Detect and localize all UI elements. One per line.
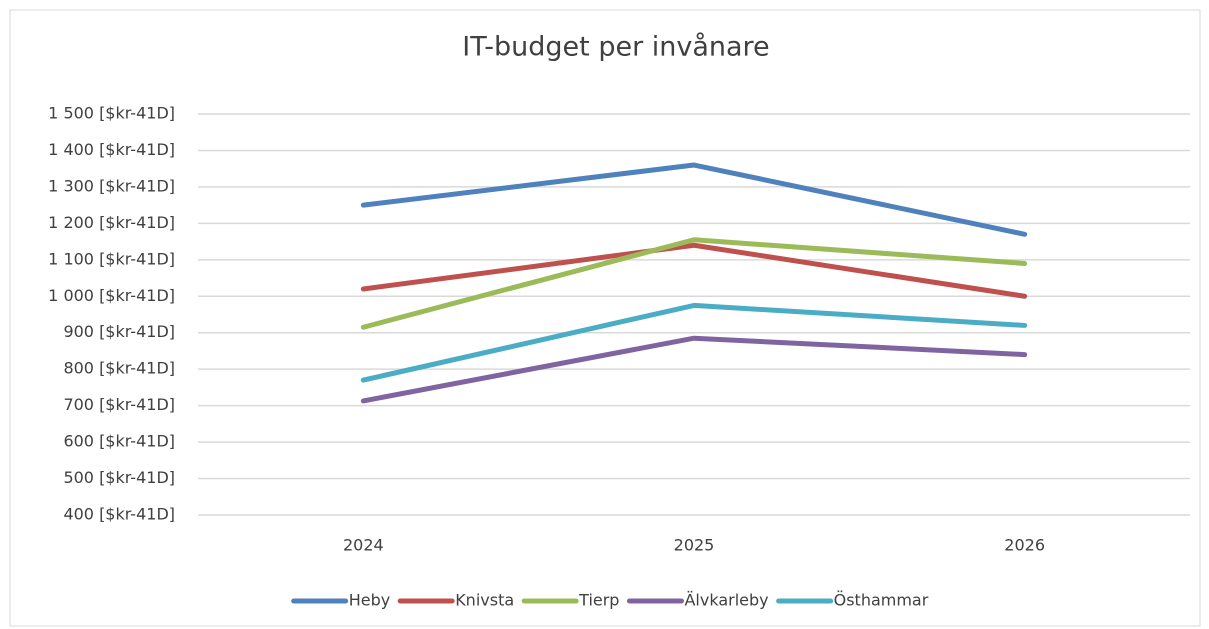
series-line	[360, 237, 1028, 330]
y-tick-label: 1 000 [$kr-41D]	[48, 286, 175, 305]
y-tick-label: 600 [$kr-41D]	[63, 432, 175, 451]
series-line	[360, 335, 1028, 404]
x-tick-label: 2026	[1004, 536, 1045, 555]
chart-title: IT-budget per invånare	[462, 32, 769, 63]
series-line	[360, 302, 1028, 383]
legend-label: Heby	[349, 591, 391, 610]
legend-label: Tierp	[578, 591, 619, 610]
chart-border	[9, 9, 1201, 627]
y-tick-label: 1 300 [$kr-41D]	[48, 176, 175, 195]
y-tick-label: 800 [$kr-41D]	[63, 359, 175, 378]
legend-label: Älvkarleby	[684, 591, 768, 610]
y-tick-label: 700 [$kr-41D]	[63, 395, 175, 414]
y-tick-label: 1 100 [$kr-41D]	[48, 249, 175, 268]
legend-label: Östhammar	[834, 591, 929, 610]
y-tick-label: 400 [$kr-41D]	[63, 505, 175, 524]
legend-label: Knivsta	[455, 591, 514, 610]
series-line	[360, 242, 1028, 299]
y-tick-label: 1 500 [$kr-41D]	[48, 104, 175, 123]
x-tick-label: 2025	[674, 536, 715, 555]
y-tick-label: 1 200 [$kr-41D]	[48, 213, 175, 232]
y-tick-label: 1 400 [$kr-41D]	[48, 140, 175, 159]
series-line	[360, 162, 1028, 237]
y-tick-label: 500 [$kr-41D]	[63, 468, 175, 487]
y-tick-label: 900 [$kr-41D]	[63, 322, 175, 341]
x-tick-label: 2024	[343, 536, 384, 555]
